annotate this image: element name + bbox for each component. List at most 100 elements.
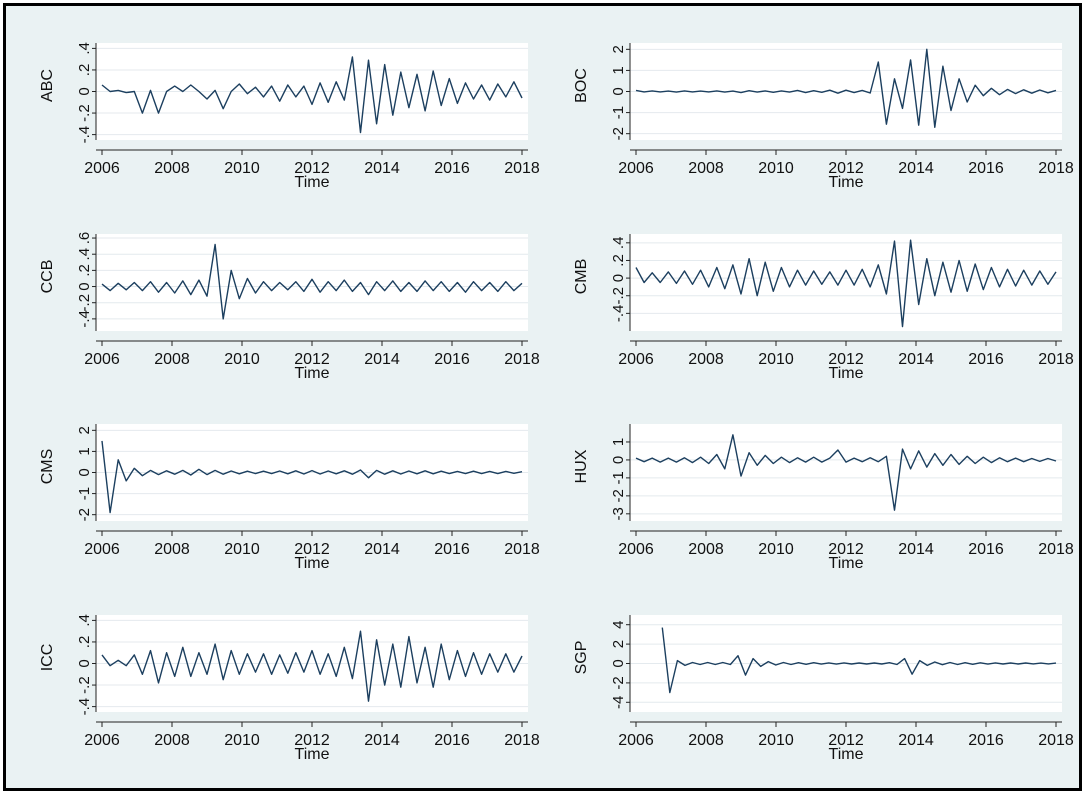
x-tick-label: 2014 xyxy=(898,351,934,368)
y-tick-label: .4 xyxy=(76,248,93,261)
y-tick-label: .2 xyxy=(76,636,93,649)
y-tick-label: .4 xyxy=(76,42,93,55)
x-tick-label: 2018 xyxy=(1038,160,1074,177)
x-tick-label: 2014 xyxy=(898,732,934,749)
series-line-hux xyxy=(635,434,1057,511)
y-tick-label: 1 xyxy=(76,447,93,455)
y-tick-label: -2 xyxy=(610,127,627,140)
y-tick-label: .2 xyxy=(76,64,93,77)
x-tick-label: 2014 xyxy=(364,351,400,368)
y-tick-label: .4 xyxy=(610,237,627,250)
x-tick-label: 2012 xyxy=(828,351,864,368)
x-axis-label: Time xyxy=(829,174,864,191)
y-tick-label: 4 xyxy=(610,621,627,629)
chart-panel-abc: -.4 -.2 0 .2 .4 ABC 2006 2008 2010 2012 2014 2016 20… xyxy=(39,42,540,191)
x-tick-label: 2008 xyxy=(688,732,724,749)
chart-panel-boc: -2 -1 0 1 2 BOC 2006 2008 2010 2012 2014 2016 2018 Ti… xyxy=(573,43,1074,191)
x-tick-label: 2008 xyxy=(688,160,724,177)
chart-panel-icc: -.4 -.2 0 .2 .4 ICC 2006 2008 2010 2012 2014 2016 20… xyxy=(39,614,540,763)
x-tick-label: 2010 xyxy=(224,160,260,177)
x-tick-label: 2012 xyxy=(294,351,330,368)
x-tick-label: 2006 xyxy=(84,541,120,558)
x-tick-label: 2010 xyxy=(758,160,794,177)
y-tick-label: -.2 xyxy=(76,294,93,312)
y-tick-label: -.2 xyxy=(610,287,627,305)
y-tick-label: .2 xyxy=(610,254,627,267)
x-axis-label: Time xyxy=(295,746,330,763)
x-tick-label: 2018 xyxy=(504,732,540,749)
x-tick-label: 2014 xyxy=(898,160,934,177)
x-tick-label: 2014 xyxy=(364,732,400,749)
plot-region xyxy=(96,234,528,331)
y-axis-label: CMS xyxy=(39,449,56,485)
x-tick-label: 2010 xyxy=(758,351,794,368)
y-tick-label: .6 xyxy=(76,232,93,245)
y-tick-label: -1 xyxy=(610,471,627,484)
x-tick-label: 2012 xyxy=(828,541,864,558)
x-tick-label: 2014 xyxy=(364,541,400,558)
x-tick-label: 2016 xyxy=(968,160,1004,177)
x-tick-label: 2016 xyxy=(434,541,470,558)
x-axis-label: Time xyxy=(295,555,330,572)
y-axis-label: BOC xyxy=(573,68,590,103)
x-tick-label: 2012 xyxy=(294,541,330,558)
y-tick-label: 2 xyxy=(76,426,93,434)
x-axis-label: Time xyxy=(829,365,864,382)
y-tick-label: -1 xyxy=(610,106,627,119)
y-tick-label: 1 xyxy=(610,66,627,74)
x-tick-label: 2018 xyxy=(504,160,540,177)
y-tick-label: -.2 xyxy=(76,676,93,694)
x-axis-label: Time xyxy=(829,555,864,572)
y-tick-label: 1 xyxy=(610,438,627,446)
y-tick-label: .2 xyxy=(76,264,93,277)
chart-panel-hux: -3 -2 -1 0 1 HUX 2006 2008 2010 2012 2014 2016 2018 T… xyxy=(573,424,1074,572)
y-tick-label: 0 xyxy=(610,274,627,282)
x-tick-label: 2018 xyxy=(1038,351,1074,368)
y-tick-label: -4 xyxy=(610,696,627,709)
y-tick-label: -.4 xyxy=(610,305,627,323)
x-tick-label: 2006 xyxy=(618,541,654,558)
chart-panel-sgp: -4 -2 0 2 4 SGP 2006 2008 2010 2012 2014 2016 2018 Ti… xyxy=(573,615,1074,763)
y-axis-label: SGP xyxy=(573,641,590,675)
x-tick-label: 2006 xyxy=(618,351,654,368)
y-tick-label: -.4 xyxy=(76,698,93,716)
y-tick-label: -.2 xyxy=(76,104,93,122)
series-line-icc xyxy=(101,630,523,702)
y-tick-label: 0 xyxy=(76,659,93,667)
y-axis-label: HUX xyxy=(573,449,590,483)
x-tick-label: 2014 xyxy=(898,541,934,558)
series-line-abc xyxy=(101,56,523,134)
x-tick-label: 2018 xyxy=(1038,732,1074,749)
y-tick-label: -2 xyxy=(610,489,627,502)
x-tick-label: 2006 xyxy=(84,732,120,749)
y-tick-label: 0 xyxy=(76,87,93,95)
x-axis-label: Time xyxy=(295,365,330,382)
x-tick-label: 2016 xyxy=(968,351,1004,368)
y-tick-label: 0 xyxy=(610,87,627,95)
y-tick-label: 0 xyxy=(76,282,93,290)
chart-panel-ccb: -.4-.2 0 .2 .4 .6 CCB 2006 2008 2010 2012 2014 2016… xyxy=(39,232,540,382)
x-tick-label: 2008 xyxy=(154,351,190,368)
x-tick-label: 2012 xyxy=(294,732,330,749)
x-axis-label: Time xyxy=(295,174,330,191)
x-tick-label: 2016 xyxy=(434,351,470,368)
x-tick-label: 2016 xyxy=(968,732,1004,749)
y-tick-label: -2 xyxy=(610,676,627,689)
x-tick-label: 2018 xyxy=(504,351,540,368)
x-tick-label: 2006 xyxy=(618,160,654,177)
y-tick-label: -.4 xyxy=(76,310,93,328)
y-tick-label: -1 xyxy=(76,487,93,500)
series-line-ccb xyxy=(101,243,523,320)
x-tick-label: 2018 xyxy=(504,541,540,558)
y-tick-label: 0 xyxy=(610,659,627,667)
series-line-cms xyxy=(101,440,523,514)
x-tick-label: 2012 xyxy=(828,732,864,749)
y-axis-label: ABC xyxy=(39,69,56,102)
y-axis-label: CMB xyxy=(573,259,590,295)
plot-region xyxy=(630,424,1062,521)
y-tick-label: 2 xyxy=(610,45,627,53)
x-tick-label: 2014 xyxy=(364,160,400,177)
series-line-sgp xyxy=(661,627,1057,694)
x-tick-label: 2012 xyxy=(294,160,330,177)
